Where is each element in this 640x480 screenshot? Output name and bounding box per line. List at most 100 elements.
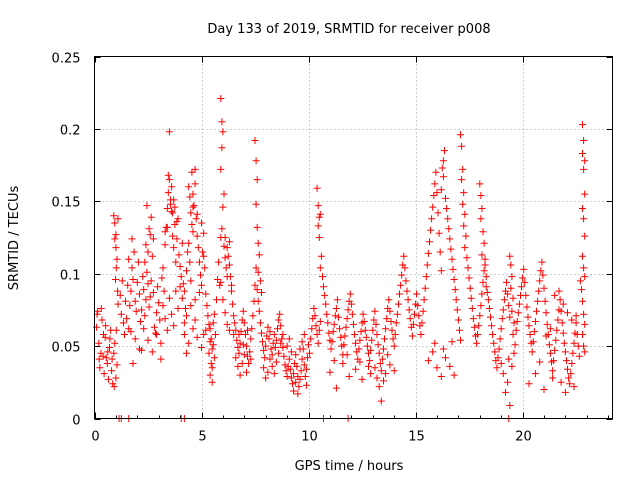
data-point xyxy=(168,207,176,215)
data-point xyxy=(314,339,322,347)
data-point xyxy=(457,131,464,139)
data-point xyxy=(581,320,589,328)
data-point xyxy=(298,355,306,363)
data-point xyxy=(259,338,266,346)
data-point xyxy=(314,222,322,230)
data-point xyxy=(272,358,280,366)
data-point xyxy=(300,361,308,369)
data-point xyxy=(244,352,251,360)
axis-ticks xyxy=(94,56,613,420)
data-point xyxy=(239,341,247,349)
data-point xyxy=(446,362,454,370)
data-point xyxy=(161,228,169,236)
data-point xyxy=(189,203,197,211)
data-point xyxy=(485,305,493,312)
data-point xyxy=(546,325,554,333)
data-point xyxy=(449,265,457,273)
data-point xyxy=(110,383,118,391)
data-point xyxy=(343,315,351,323)
data-point xyxy=(382,325,390,333)
data-point xyxy=(360,318,368,325)
data-point xyxy=(534,297,542,305)
data-point xyxy=(450,276,458,283)
data-point xyxy=(499,306,507,314)
data-point xyxy=(209,341,217,349)
data-point xyxy=(208,345,216,353)
data-point xyxy=(222,264,230,272)
data-point xyxy=(477,215,485,223)
data-point xyxy=(315,213,323,221)
data-point xyxy=(95,339,103,347)
data-point xyxy=(157,355,165,363)
data-point xyxy=(502,388,509,396)
data-point xyxy=(540,284,548,292)
data-point xyxy=(489,331,497,338)
data-point xyxy=(371,307,379,315)
data-point xyxy=(286,365,294,373)
data-point xyxy=(563,357,570,365)
data-point xyxy=(478,251,486,259)
data-point xyxy=(258,289,265,296)
data-point xyxy=(252,264,260,272)
data-point xyxy=(124,281,132,289)
data-point xyxy=(479,278,487,286)
data-point xyxy=(188,168,196,176)
data-point xyxy=(168,310,176,318)
data-point xyxy=(142,296,150,304)
data-point xyxy=(173,235,181,243)
data-point xyxy=(189,325,197,333)
data-point xyxy=(561,388,569,396)
data-point xyxy=(463,254,471,262)
data-point xyxy=(295,383,303,391)
data-point xyxy=(572,312,580,320)
data-point xyxy=(112,326,120,334)
data-point xyxy=(197,271,204,279)
data-point xyxy=(114,287,122,295)
data-point xyxy=(518,283,525,291)
data-point xyxy=(244,326,251,334)
data-point xyxy=(97,305,105,312)
data-point xyxy=(94,307,102,315)
data-point xyxy=(154,283,162,291)
data-point xyxy=(370,316,378,324)
data-point xyxy=(531,318,539,325)
data-point xyxy=(202,326,210,334)
data-point xyxy=(546,349,554,357)
data-point xyxy=(167,200,174,208)
data-point xyxy=(421,284,429,292)
data-point xyxy=(118,277,126,285)
data-point xyxy=(362,333,370,341)
data-point xyxy=(208,378,216,386)
data-point xyxy=(153,331,161,338)
data-point xyxy=(494,354,502,362)
data-point xyxy=(553,326,561,334)
data-point xyxy=(280,352,288,360)
data-point xyxy=(143,202,151,210)
data-point xyxy=(249,312,257,320)
data-point xyxy=(579,331,586,338)
data-point xyxy=(108,367,116,375)
data-point xyxy=(503,278,510,286)
data-point xyxy=(183,312,190,320)
data-point xyxy=(189,190,197,198)
data-point xyxy=(269,339,277,347)
data-point xyxy=(528,348,536,356)
data-point xyxy=(253,223,261,231)
data-point xyxy=(174,305,182,312)
data-point xyxy=(304,354,311,362)
plot-frame xyxy=(94,56,613,419)
data-point xyxy=(189,228,197,236)
data-point xyxy=(272,336,280,344)
data-point xyxy=(438,164,446,172)
data-point xyxy=(206,325,214,333)
data-point xyxy=(289,380,296,388)
data-point xyxy=(458,142,466,150)
data-point xyxy=(401,264,409,272)
data-point xyxy=(433,189,441,197)
data-point xyxy=(148,252,156,260)
data-point xyxy=(331,312,339,320)
data-point xyxy=(290,370,298,378)
y-tick-label: 0 xyxy=(72,414,80,429)
data-point xyxy=(308,325,316,333)
x-tick-label: 10 xyxy=(301,430,318,445)
